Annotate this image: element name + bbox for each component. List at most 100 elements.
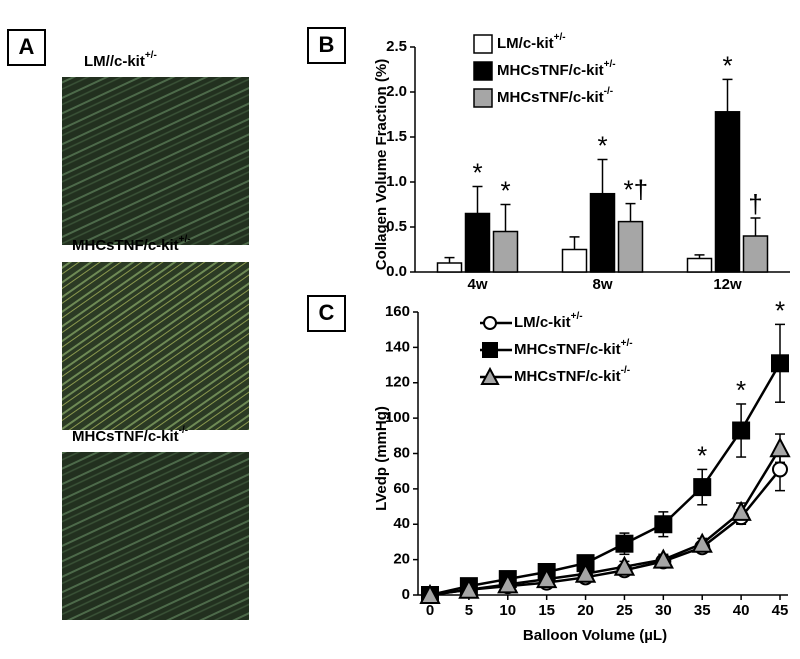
x-tick-label: 45 [772, 602, 789, 619]
legend-label-sup: -/- [604, 86, 613, 97]
bar [714, 111, 741, 273]
x-tick-label: 35 [694, 602, 711, 619]
image-caption-sup: -/- [179, 425, 188, 436]
bar [742, 235, 769, 273]
y-tick-label: 20 [393, 551, 410, 568]
image-caption-text: MHCsTNF/c-kit [72, 237, 179, 254]
x-tick-label: 20 [577, 602, 594, 619]
legend-label-sup: +/- [554, 32, 566, 43]
marker [691, 532, 713, 553]
marker [652, 548, 674, 569]
panel-label: B [319, 32, 335, 57]
image-caption-sup: +/- [179, 234, 191, 245]
y-axis-label: LVedp (mmHg) [373, 406, 390, 511]
legend-label-sup: -/- [621, 365, 630, 376]
x-tick-label: 0 [426, 602, 434, 619]
significance-marker: * [472, 157, 482, 187]
legend-label: MHCsTNF/c-kit+/- [514, 338, 633, 358]
x-tick-label: 40 [733, 602, 750, 619]
x-tick-label: 10 [499, 602, 516, 619]
legend-label: MHCsTNF/c-kit-/- [514, 365, 630, 385]
legend-marker [483, 316, 497, 330]
x-tick-label: 25 [616, 602, 633, 619]
legend-label-sup: +/- [621, 338, 633, 349]
image-caption-text: MHCsTNF/c-kit [72, 428, 179, 445]
legend-marker [482, 342, 498, 358]
panel-label-box [307, 295, 346, 332]
micrograph [62, 77, 249, 245]
marker [574, 562, 597, 583]
legend-label: LM/c-kit+/- [497, 32, 566, 52]
legend-swatch [473, 34, 493, 54]
marker [654, 515, 673, 534]
significance-marker: * [597, 130, 607, 160]
significance-marker: * [500, 175, 510, 205]
y-tick-label: 120 [385, 374, 410, 391]
x-tick-label: 5 [465, 602, 473, 619]
micrograph [62, 262, 249, 430]
marker [771, 354, 789, 373]
y-tick-label: 100 [385, 409, 410, 426]
legend-label-text: MHCsTNF/c-kit [514, 368, 621, 385]
y-tick-label: 2.0 [386, 83, 407, 100]
y-tick-label: 140 [385, 338, 410, 355]
y-tick-label: 1.5 [386, 128, 407, 145]
y-axis-label: Collagen Volume Fraction (%) [373, 59, 390, 270]
y-tick-label: 80 [393, 444, 410, 461]
bar [617, 220, 644, 273]
y-tick-label: 1.0 [386, 173, 407, 190]
legend-label-text: MHCsTNF/c-kit [497, 62, 604, 79]
significance-marker: * [736, 375, 746, 405]
bar [436, 262, 463, 273]
marker [419, 583, 441, 604]
legend-label: MHCsTNF/c-kit-/- [497, 86, 613, 106]
significance-marker: * [697, 440, 707, 470]
legend-label: LM/c-kit+/- [514, 311, 583, 331]
panel-label: C [319, 300, 335, 325]
bar [492, 230, 519, 273]
y-tick-label: 2.5 [386, 38, 407, 55]
y-tick-label: 40 [393, 515, 410, 532]
marker [769, 437, 791, 458]
marker [772, 461, 788, 478]
series-line [429, 468, 781, 597]
marker [458, 578, 480, 599]
bar [686, 257, 713, 273]
y-tick-label: 60 [393, 480, 410, 497]
marker [536, 567, 558, 589]
image-caption: LM//c-kit+/- [84, 50, 157, 70]
panel-label-box [7, 29, 46, 66]
x-tick-label: 15 [538, 602, 555, 619]
legend-label-sup: +/- [571, 311, 583, 322]
legend-label-text: LM/c-kit [497, 35, 554, 52]
y-tick-label: 160 [385, 303, 410, 320]
legend-label-text: LM/c-kit [514, 314, 571, 331]
significance-marker: * [722, 50, 732, 80]
panel-a: A [7, 29, 249, 620]
significance-marker: *† [624, 174, 649, 204]
y-tick-label: 0.5 [386, 218, 407, 235]
bar [464, 212, 491, 273]
legend-label-sup: +/- [604, 59, 616, 70]
image-caption: MHCsTNF/c-kit+/- [72, 234, 191, 254]
micrograph [62, 452, 249, 620]
legend-marker [480, 366, 500, 385]
panel-label: A [19, 34, 35, 59]
legend-label-text: MHCsTNF/c-kit [497, 89, 604, 106]
image-caption: MHCsTNF/c-kit-/- [72, 425, 188, 445]
marker [693, 478, 712, 497]
x-tick-label: 30 [655, 602, 672, 619]
significance-marker: † [748, 189, 762, 219]
series-line [429, 362, 782, 597]
legend-swatch [473, 88, 493, 108]
bar [589, 192, 616, 273]
image-caption-sup: +/- [145, 50, 157, 61]
legend-label-text: MHCsTNF/c-kit [514, 341, 621, 358]
series-line [429, 447, 782, 597]
x-axis-label: Balloon Volume (µL) [523, 627, 667, 644]
y-tick-label: 0.0 [386, 263, 407, 280]
x-tick-label: 12w [713, 276, 742, 293]
y-tick-label: 0 [402, 586, 410, 603]
legend-swatch [473, 61, 493, 81]
marker [732, 421, 751, 440]
